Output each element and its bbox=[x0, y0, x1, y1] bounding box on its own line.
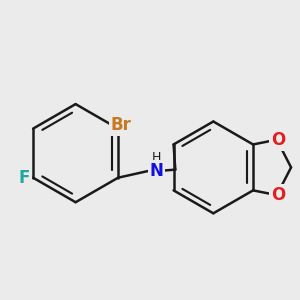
Text: O: O bbox=[271, 131, 286, 149]
Text: N: N bbox=[149, 162, 163, 180]
Text: Br: Br bbox=[111, 116, 132, 134]
Text: H: H bbox=[152, 151, 161, 164]
Text: O: O bbox=[271, 186, 286, 204]
Text: F: F bbox=[19, 169, 30, 187]
